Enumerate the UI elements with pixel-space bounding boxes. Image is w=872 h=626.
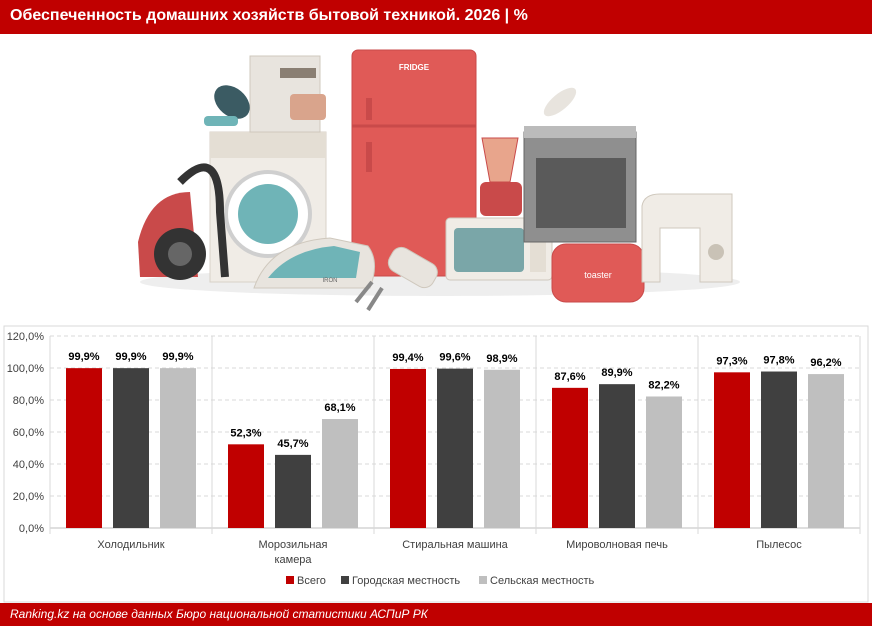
x-category-label: Пылесос: [756, 539, 802, 551]
y-tick-label: 100,0%: [7, 363, 45, 375]
chart-labels: 0,0% 20,0% 40,0% 60,0% 80,0% 100,0% 120,0% 99,9…: [7, 331, 842, 566]
y-tick-label: 0,0%: [19, 523, 44, 535]
bar: [390, 368, 426, 528]
hand-mixer-icon: [354, 246, 438, 312]
x-category-label: Мироволновая печь: [566, 539, 668, 551]
appliances-illustration: FRIDGE IRON toaster: [138, 49, 740, 312]
data-label: 68,1%: [324, 402, 355, 414]
x-category-label: Морозильная: [258, 539, 327, 551]
data-label: 99,9%: [68, 351, 99, 363]
legend-swatch: [286, 576, 294, 584]
data-label: 99,6%: [439, 352, 470, 364]
legend-swatch: [341, 576, 349, 584]
data-label: 96,2%: [810, 357, 841, 369]
toaster-icon: toaster: [551, 243, 645, 303]
legend-swatch: [479, 576, 487, 584]
data-label: 97,3%: [716, 355, 747, 367]
vacuum-cleaner-icon: [138, 163, 229, 280]
bar: [714, 372, 750, 528]
data-label: 97,8%: [763, 355, 794, 367]
y-tick-label: 20,0%: [13, 491, 44, 503]
toaster-label: toaster: [584, 270, 612, 280]
x-category-label: Стиральная машина: [402, 539, 508, 551]
hair-dryer-icon: [204, 85, 250, 126]
bar: [113, 368, 149, 528]
bar: [160, 368, 196, 528]
bar: [599, 384, 635, 528]
header-bar: Обеспеченность домашних хозяйств бытовой…: [0, 0, 872, 34]
bar: [66, 368, 102, 528]
iron-icon: IRON: [253, 237, 375, 289]
y-tick-label: 120,0%: [7, 331, 45, 343]
bar-chart: 0,0% 20,0% 40,0% 60,0% 80,0% 100,0% 120,0% 99,9…: [3, 325, 869, 603]
fridge-label: FRIDGE: [399, 63, 430, 72]
footer-bar: Ranking.kz на основе данных Бюро национа…: [0, 603, 872, 626]
data-label: 52,3%: [230, 427, 261, 439]
iron-label: IRON: [323, 278, 338, 284]
bar: [761, 371, 797, 528]
legend-label: Сельская местность: [490, 575, 594, 587]
data-label: 82,2%: [648, 379, 679, 391]
source-note: Ranking.kz на основе данных Бюро национа…: [10, 607, 428, 621]
bar: [552, 387, 588, 528]
fridge-icon: FRIDGE: [351, 49, 477, 277]
data-label: 45,7%: [277, 438, 308, 450]
data-label: 99,9%: [162, 351, 193, 363]
stove-icon: [523, 87, 637, 243]
chart-legend: Всего Городская местность Сельская местнос…: [286, 575, 594, 587]
data-label: 98,9%: [486, 353, 517, 365]
chart-container: 0,0% 20,0% 40,0% 60,0% 80,0% 100,0% 120,0% 99,9…: [0, 324, 872, 604]
x-category-label: Холодильник: [97, 539, 164, 551]
chart-bars: [66, 368, 844, 528]
data-label: 89,9%: [601, 367, 632, 379]
coffee-machine-icon: [249, 55, 326, 133]
page-title: Обеспеченность домашних хозяйств бытовой…: [10, 7, 528, 24]
chart-border: [3, 325, 869, 603]
bar: [808, 374, 844, 528]
blender-icon: [480, 137, 522, 216]
legend-label: Всего: [297, 575, 326, 587]
bar: [437, 368, 473, 528]
bar: [228, 444, 264, 528]
data-label: 99,9%: [115, 351, 146, 363]
data-label: 99,4%: [392, 352, 423, 364]
legend-label: Городская местность: [352, 575, 460, 587]
sewing-machine-icon: [641, 193, 733, 283]
bar: [322, 419, 358, 528]
y-tick-label: 40,0%: [13, 459, 44, 471]
bar: [484, 369, 520, 528]
y-tick-label: 80,0%: [13, 395, 44, 407]
bar: [275, 454, 311, 528]
bar: [646, 396, 682, 528]
data-label: 87,6%: [554, 371, 585, 383]
y-tick-label: 60,0%: [13, 427, 44, 439]
x-category-label: камера: [274, 554, 312, 566]
